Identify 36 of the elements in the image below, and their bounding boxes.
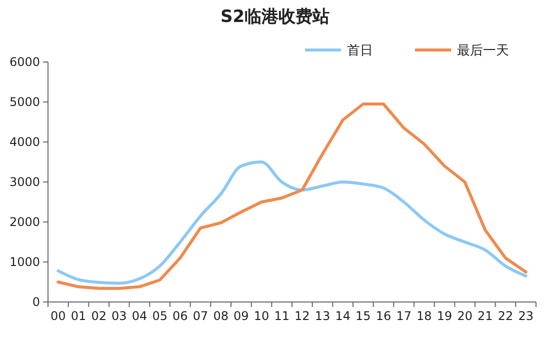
x-tick-label: 12	[294, 309, 310, 323]
chart-title: S2临港收费站	[220, 7, 330, 27]
x-tick-label: 11	[274, 309, 290, 323]
x-tick-label: 08	[213, 309, 228, 323]
y-tick-label: 1000	[9, 255, 40, 270]
x-tick-label: 14	[335, 309, 350, 323]
legend-label: 首日	[347, 44, 373, 59]
x-tick-label: 16	[376, 309, 392, 323]
x-tick-label: 13	[314, 309, 330, 323]
x-tick-label: 07	[192, 309, 208, 323]
legend-label: 最后一天	[457, 44, 509, 59]
y-tick-label: 3000	[9, 175, 40, 190]
x-tick-label: 02	[91, 309, 106, 323]
x-tick-label: 06	[172, 309, 188, 323]
x-tick-label: 19	[436, 309, 452, 323]
line-series	[56, 102, 528, 290]
x-tick-label: 20	[457, 309, 472, 323]
x-tick-label: 17	[396, 309, 412, 323]
x-tick-label: 00	[50, 309, 66, 323]
x-tick-label: 09	[234, 309, 249, 323]
x-tick-label: 04	[132, 309, 148, 323]
x-tick-label: 22	[498, 309, 514, 323]
y-tick-label: 0	[32, 295, 40, 310]
y-tick-label: 4000	[9, 135, 40, 150]
y-tick-label: 6000	[9, 55, 40, 70]
y-tick-label: 5000	[9, 95, 40, 110]
x-tick-label: 23	[518, 309, 534, 323]
x-tick-label: 03	[112, 309, 127, 323]
line-series	[56, 160, 528, 285]
x-tick-label: 01	[70, 309, 86, 323]
y-tick-label: 2000	[9, 215, 40, 230]
x-tick-label: 21	[478, 309, 493, 323]
x-tick-label: 18	[416, 309, 432, 323]
x-tick-label: 05	[152, 309, 168, 323]
x-tick-label: 15	[356, 309, 371, 323]
x-tick-label: 10	[254, 309, 270, 323]
